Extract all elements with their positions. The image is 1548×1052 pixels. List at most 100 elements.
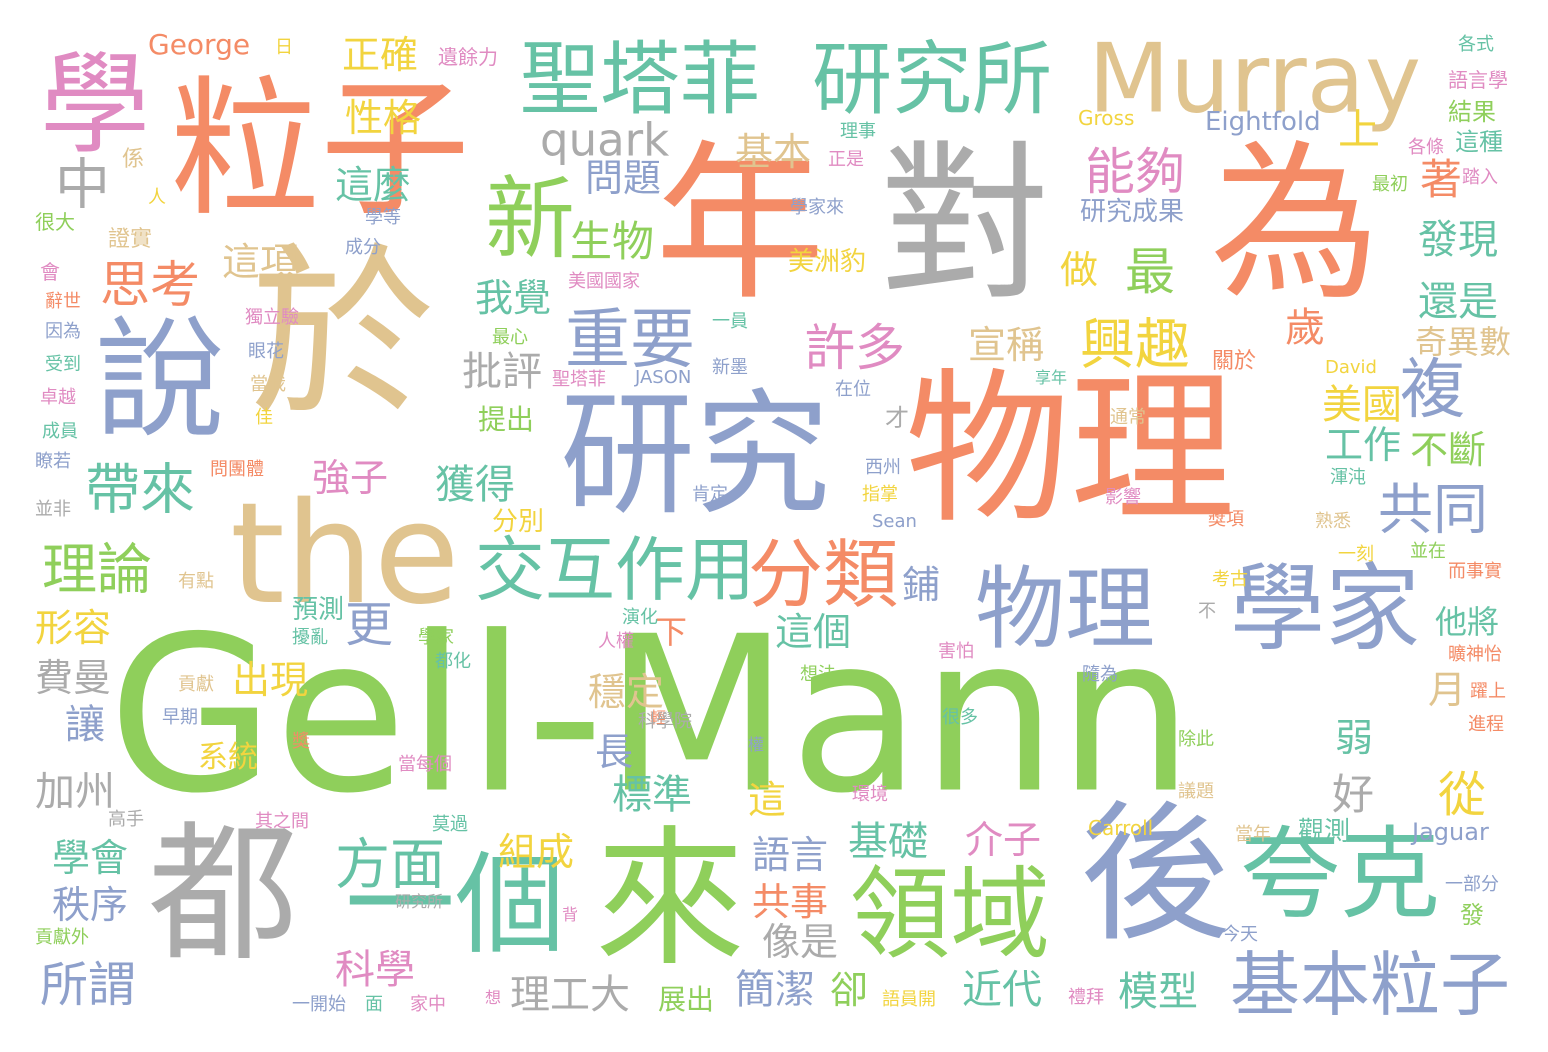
word-evolution: 演化 xyxy=(622,607,658,628)
word-no: 不 xyxy=(1198,601,1216,622)
word-will: 會 xyxy=(40,260,60,284)
word-in-office: 在位 xyxy=(835,379,871,400)
word-when-i: 當我 xyxy=(250,374,286,395)
word-start: 一開始 xyxy=(292,994,346,1015)
word-modern: 近代 xyxy=(962,967,1042,1013)
word-foundation: 基礎 xyxy=(848,819,928,865)
word-very-big: 很大 xyxy=(35,210,75,234)
word-scientists-come: 學家來 xyxy=(790,197,844,218)
word-exhibit: 展出 xyxy=(658,983,715,1016)
word-jaguar-zh: 美洲豹 xyxy=(788,247,867,277)
word-after: 後 xyxy=(1080,788,1231,962)
word-for: 為 xyxy=(1210,126,1381,324)
word-best: 佳 xyxy=(255,407,273,428)
word-only: 才 xyxy=(885,404,909,432)
word-right: 權 xyxy=(748,735,765,754)
word-correct: 正確 xyxy=(342,33,419,77)
word-david: David xyxy=(1325,357,1377,378)
word-when-each: 當每個 xyxy=(398,754,452,775)
word-one: 一個 xyxy=(345,841,565,969)
word-advisory: 問團體 xyxy=(210,459,264,480)
word-constantly: 不斷 xyxy=(1410,428,1487,472)
word-new-mexico: 新墨 xyxy=(712,357,748,378)
word-various: 各式 xyxy=(1458,34,1494,55)
word-archaeology: 考古 xyxy=(1212,569,1248,590)
word-light: 輕 xyxy=(650,708,667,727)
word-academy: 科學院 xyxy=(638,711,692,732)
word-order: 秩序 xyxy=(52,883,129,927)
word-passed-away: 辭世 xyxy=(45,291,81,312)
word-expert: 高手 xyxy=(108,809,144,830)
word-each: 各條 xyxy=(1408,137,1444,158)
word-west-state: 西州 xyxy=(865,457,901,478)
word-physics: 物理 xyxy=(905,353,1235,546)
word-nothing-more: 莫過 xyxy=(432,814,468,835)
word-carroll: Carroll xyxy=(1088,816,1154,840)
word-usually: 通常 xyxy=(1110,407,1146,428)
word-jason: JASON xyxy=(635,367,692,388)
word-observe: 觀測 xyxy=(1298,817,1351,847)
word-moment: 一刻 xyxy=(1338,544,1374,565)
word-speaker: 語員開 xyxy=(882,989,936,1010)
word-results: 研究成果 xyxy=(1080,197,1185,227)
word-studies: 學等 xyxy=(365,207,401,228)
word-i-feel: 我覺 xyxy=(475,276,552,320)
word-day: 日 xyxy=(275,37,293,58)
word-chaos: 渾沌 xyxy=(1330,467,1366,488)
word-feynman: 費曼 xyxy=(35,656,112,700)
word-palm: 指掌 xyxy=(862,484,898,505)
word-stable: 穩定 xyxy=(588,670,665,714)
word-zhe: 這 xyxy=(748,778,787,822)
word-scientist: 學家 xyxy=(1230,554,1421,665)
word-contribution-out: 貢獻外 xyxy=(35,927,89,948)
word-up: 上 xyxy=(1338,105,1381,154)
word-toward: 對 xyxy=(880,126,1051,324)
word-pave: 鋪 xyxy=(902,563,941,607)
word-disturb: 擾亂 xyxy=(292,627,328,648)
word-and-at: 並在 xyxy=(1410,541,1446,562)
word-science: 科學 xyxy=(335,947,415,993)
word-elementary: 基本粒子 xyxy=(1230,944,1510,1026)
word-because: 因為 xyxy=(45,321,81,342)
word-person: 人 xyxy=(148,187,166,208)
word-like: 像是 xyxy=(762,920,839,964)
word-early: 早期 xyxy=(162,707,198,728)
word-urbanize: 都化 xyxy=(435,651,471,672)
word-topic: 議題 xyxy=(1178,781,1214,802)
word-good: 好 xyxy=(1332,770,1375,819)
word-predict: 預測 xyxy=(292,595,345,625)
word-not: 並非 xyxy=(35,499,71,520)
word-institute: 研究所 xyxy=(812,33,1052,126)
word-between: 其之間 xyxy=(255,811,309,832)
word-member: 一員 xyxy=(712,311,748,332)
word-more: 更 xyxy=(345,597,394,653)
word-age: 歲 xyxy=(1285,305,1325,351)
word-eightfold: Eightfold xyxy=(1205,107,1321,137)
word-this-kind: 這種 xyxy=(1455,128,1503,156)
word-environment: 環境 xyxy=(852,784,888,805)
word-santa-fe-small: 聖塔菲 xyxy=(552,369,606,390)
word-interest: 興趣 xyxy=(1080,312,1191,377)
word-discover: 發現 xyxy=(1418,217,1498,263)
word-process: 進程 xyxy=(1468,714,1504,735)
word-murray: Murray xyxy=(1088,24,1422,135)
word-affirm: 肯定 xyxy=(692,484,728,505)
word-precisely: 正是 xyxy=(828,149,864,170)
word-able: 能夠 xyxy=(1085,143,1185,201)
word-let: 讓 xyxy=(65,702,105,748)
word-california: 加州 xyxy=(35,769,115,815)
word-criticize: 批評 xyxy=(462,349,542,395)
word-field: 領域 xyxy=(850,856,1050,973)
word-particle: 粒子 xyxy=(170,63,471,237)
word-so: 這麼 xyxy=(335,163,412,207)
word-familiar: 熟悉 xyxy=(1315,511,1351,532)
word-influence: 影響 xyxy=(1105,487,1141,508)
word-members: 成員 xyxy=(42,421,78,442)
word-learn: 學 xyxy=(40,41,150,169)
word-this-item: 這項 xyxy=(222,240,299,284)
word-long: 長 xyxy=(595,730,634,774)
word-writing: 著 xyxy=(1420,155,1463,204)
word-santa-fe: 聖塔菲 xyxy=(520,33,760,126)
word-year: 年 xyxy=(655,126,826,324)
